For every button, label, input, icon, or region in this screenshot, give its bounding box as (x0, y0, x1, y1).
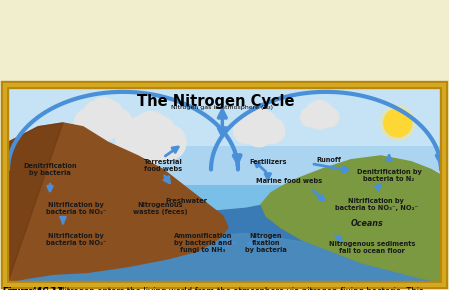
Text: Denitrification by
bacteria to N₂: Denitrification by bacteria to N₂ (357, 169, 422, 182)
Text: Nitrification by
bacteria to NO₃⁻, NO₂⁻: Nitrification by bacteria to NO₃⁻, NO₂⁻ (335, 198, 418, 211)
Circle shape (243, 115, 275, 147)
Text: Freshwater: Freshwater (165, 197, 207, 204)
Circle shape (307, 103, 323, 119)
Circle shape (381, 106, 415, 140)
Circle shape (84, 101, 109, 126)
Text: Fertilizers: Fertilizers (249, 159, 286, 165)
Circle shape (384, 109, 412, 137)
Text: Terrestrial
food webs: Terrestrial food webs (144, 159, 182, 172)
Text: Nitrification by
bacteria to NO₃⁻: Nitrification by bacteria to NO₃⁻ (46, 233, 106, 246)
Circle shape (75, 108, 103, 137)
Circle shape (316, 103, 333, 119)
Text: Nitrification by
bacteria to NO₂⁻: Nitrification by bacteria to NO₂⁻ (46, 202, 106, 215)
Circle shape (259, 118, 285, 144)
Circle shape (247, 108, 272, 134)
Circle shape (242, 111, 264, 134)
Circle shape (151, 125, 186, 160)
Bar (8, 88, 441, 185)
Circle shape (254, 111, 277, 134)
Circle shape (103, 108, 132, 137)
Circle shape (308, 105, 332, 129)
Circle shape (89, 98, 118, 126)
Text: Denitrification
by bacteria: Denitrification by bacteria (23, 163, 77, 176)
Circle shape (300, 108, 320, 127)
Circle shape (129, 120, 173, 164)
Text: Marine food webs: Marine food webs (256, 178, 322, 184)
Bar (8, 88, 441, 146)
Bar (5, 85, 444, 285)
Polygon shape (8, 233, 441, 282)
Text: The Nitrogen Cycle: The Nitrogen Cycle (137, 94, 295, 109)
Text: Ammonification
by bacteria and
fungi to NH₃: Ammonification by bacteria and fungi to … (174, 233, 232, 253)
Circle shape (233, 118, 259, 144)
Circle shape (98, 101, 123, 126)
Text: Figure 46.17 Nitrogen enters the living world from the atmosphere via nitrogen-f: Figure 46.17 Nitrogen enters the living … (3, 287, 443, 290)
Circle shape (310, 100, 330, 119)
Circle shape (127, 116, 158, 147)
Text: Nitrogen gas in atmosphere (N₂): Nitrogen gas in atmosphere (N₂) (172, 106, 273, 110)
Polygon shape (8, 200, 441, 282)
Polygon shape (8, 123, 228, 282)
Circle shape (116, 125, 151, 160)
Text: Oceans: Oceans (351, 219, 384, 228)
Text: Figure 46.17: Figure 46.17 (3, 287, 63, 290)
Text: Runoff: Runoff (316, 157, 341, 163)
Text: Nitrogenous sediments
fall to ocean floor: Nitrogenous sediments fall to ocean floo… (329, 241, 415, 253)
Circle shape (85, 105, 121, 141)
Bar (8, 88, 441, 282)
Circle shape (133, 112, 168, 147)
Polygon shape (8, 123, 63, 282)
Polygon shape (261, 156, 441, 282)
Circle shape (320, 108, 339, 127)
Text: Nitrogen
fixation
by bacteria: Nitrogen fixation by bacteria (245, 233, 287, 253)
Bar (5, 85, 444, 285)
Circle shape (144, 116, 175, 147)
Text: Nitrogenous
wastes (feces): Nitrogenous wastes (feces) (133, 202, 187, 215)
